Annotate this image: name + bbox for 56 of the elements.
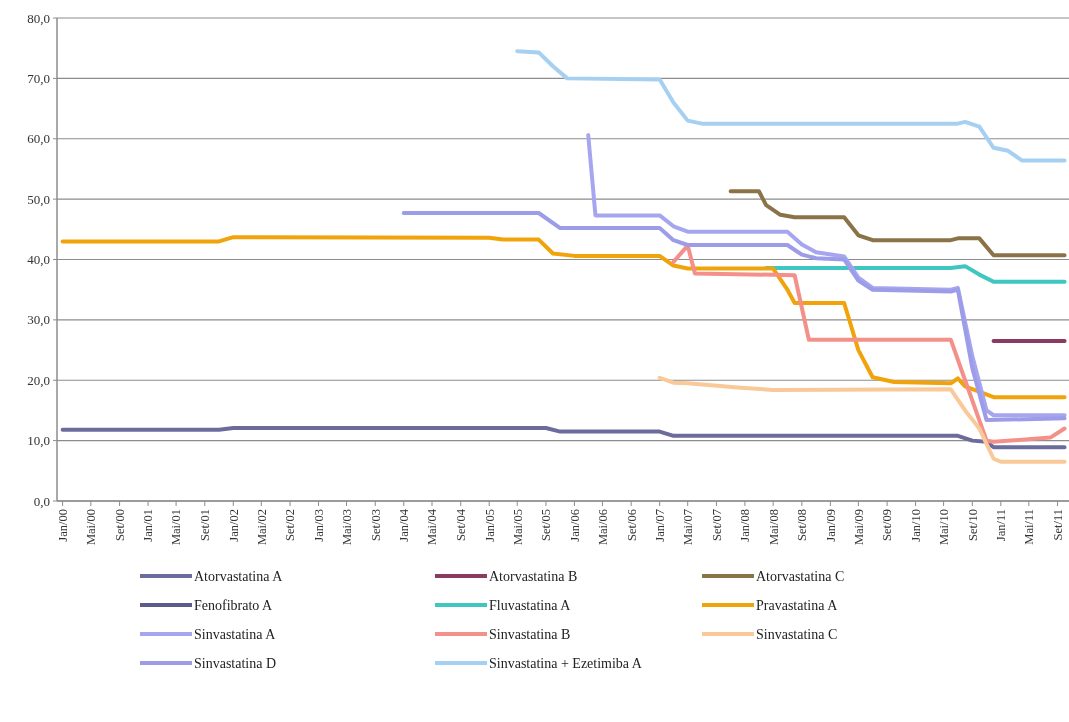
x-tick-label: Set/05 bbox=[539, 509, 554, 541]
x-tick-label: Mai/07 bbox=[681, 509, 696, 546]
x-tick-label: Set/04 bbox=[454, 508, 469, 541]
x-tick-label: Mai/11 bbox=[1022, 509, 1037, 545]
legend-label: Sinvastatina D bbox=[194, 655, 277, 671]
legend-label: Sinvastatina C bbox=[756, 626, 838, 642]
y-tick-label: 40,0 bbox=[27, 252, 50, 268]
x-tick-label: Jan/03 bbox=[311, 509, 326, 542]
legend-label: Sinvastatina B bbox=[489, 626, 571, 642]
x-tick-label: Jan/07 bbox=[653, 509, 668, 542]
x-tick-label: Set/03 bbox=[368, 509, 383, 541]
legend-label: Pravastatina A bbox=[756, 597, 839, 613]
x-tick-label: Jan/05 bbox=[482, 509, 497, 542]
x-tick-label: Jan/06 bbox=[567, 509, 582, 542]
legend-label: Atorvastatina B bbox=[489, 568, 578, 584]
x-tick-label: Set/08 bbox=[795, 509, 810, 541]
x-tick-label: Mai/00 bbox=[84, 509, 99, 546]
legend-label: Fenofibrato A bbox=[194, 597, 274, 613]
x-tick-label: Mai/02 bbox=[254, 509, 269, 546]
x-tick-label: Set/11 bbox=[1050, 509, 1065, 541]
y-tick-label: 70,0 bbox=[27, 70, 50, 86]
x-tick-label: Mai/10 bbox=[936, 509, 951, 546]
x-tick-label: Jan/09 bbox=[823, 509, 838, 542]
legend-label: Sinvastatina + Ezetimiba A bbox=[489, 655, 643, 671]
x-tick-label: Mai/04 bbox=[425, 508, 440, 546]
x-tick-label: Set/06 bbox=[624, 509, 639, 541]
x-tick-label: Jan/10 bbox=[908, 509, 923, 542]
y-tick-label: 80,0 bbox=[27, 10, 50, 26]
legend-label: Sinvastatina A bbox=[194, 626, 277, 642]
x-tick-label: Set/00 bbox=[112, 509, 127, 541]
legend-label: Atorvastatina C bbox=[756, 568, 845, 584]
x-tick-label: Jan/11 bbox=[994, 509, 1009, 542]
x-tick-label: Mai/03 bbox=[339, 509, 354, 546]
y-tick-label: 50,0 bbox=[27, 191, 50, 207]
x-tick-label: Mai/08 bbox=[766, 509, 781, 546]
x-tick-label: Mai/09 bbox=[851, 509, 866, 546]
x-tick-label: Jan/02 bbox=[226, 509, 241, 542]
legend-label: Atorvastatina A bbox=[194, 568, 284, 584]
x-tick-label: Set/09 bbox=[880, 509, 895, 541]
x-tick-label: Set/10 bbox=[965, 509, 980, 541]
y-tick-label: 20,0 bbox=[27, 372, 50, 388]
x-tick-label: Mai/06 bbox=[595, 509, 610, 546]
x-tick-label: Set/02 bbox=[283, 509, 298, 541]
y-tick-label: 10,0 bbox=[27, 433, 50, 449]
x-tick-label: Jan/01 bbox=[141, 509, 156, 542]
legend-label: Fluvastatina A bbox=[489, 597, 572, 613]
y-tick-label: 60,0 bbox=[27, 131, 50, 147]
x-tick-label: Jan/08 bbox=[738, 509, 753, 542]
x-tick-label: Jan/04 bbox=[397, 508, 412, 542]
x-tick-label: Mai/05 bbox=[510, 509, 525, 546]
x-tick-label: Mai/01 bbox=[169, 509, 184, 546]
x-tick-label: Set/01 bbox=[198, 509, 213, 541]
y-tick-label: 0,0 bbox=[33, 493, 50, 509]
x-tick-label: Set/07 bbox=[709, 509, 724, 541]
y-tick-label: 30,0 bbox=[27, 312, 50, 328]
x-tick-label: Jan/00 bbox=[55, 509, 70, 542]
